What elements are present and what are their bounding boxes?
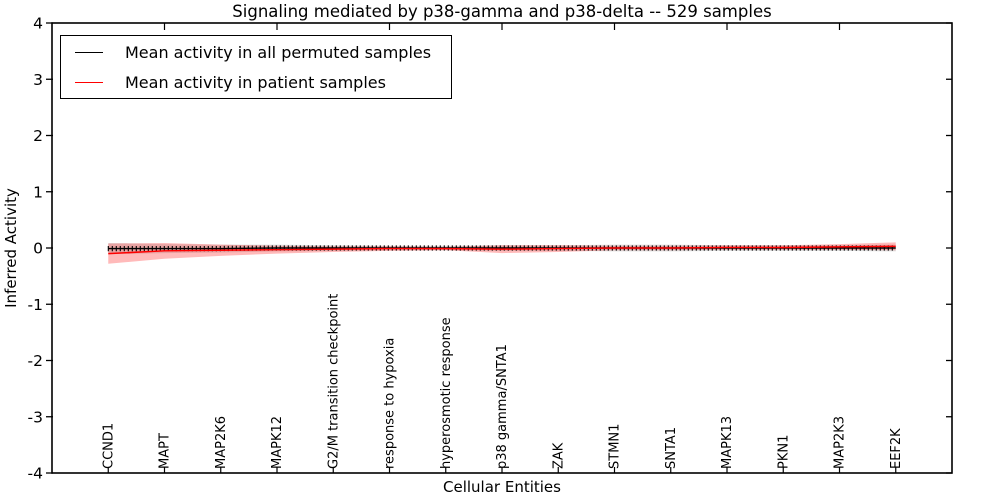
- x-entity-label: p38 gamma/SNTA1: [495, 344, 510, 469]
- patient-line-swatch-icon: [75, 81, 103, 83]
- y-tick-label: -4: [28, 465, 43, 483]
- x-axis-label: Cellular Entities: [443, 478, 561, 496]
- x-entity-label: CCND1: [101, 423, 116, 469]
- y-tick-label: 0: [33, 240, 43, 258]
- x-entity-label: SNTA1: [664, 427, 679, 469]
- x-entity-label: G2/M transition checkpoint: [326, 294, 341, 469]
- x-entity-label: STMN1: [608, 424, 623, 469]
- x-entity-label: MAPT: [158, 433, 173, 469]
- legend-label-patient: Mean activity in patient samples: [125, 72, 386, 92]
- patient-line: [108, 245, 896, 255]
- x-entity-label: MAP2K3: [833, 416, 848, 469]
- y-tick-label: -1: [28, 296, 43, 314]
- x-entity-label: MAPK13: [720, 416, 735, 469]
- y-tick-label: 4: [33, 15, 43, 33]
- legend-label-permuted: Mean activity in all permuted samples: [125, 42, 432, 62]
- x-entity-label: response to hypoxia: [383, 338, 398, 469]
- legend-entry-permuted: Mean activity in all permuted samples: [61, 39, 451, 65]
- x-entity-label: EEF2K: [889, 428, 904, 469]
- x-entity-label: MAPK12: [270, 416, 285, 469]
- permuted-line-swatch-icon: [75, 51, 103, 53]
- legend-entry-patient: Mean activity in patient samples: [61, 69, 451, 95]
- chart-title: Signaling mediated by p38-gamma and p38-…: [232, 2, 772, 21]
- y-tick-label: -2: [28, 352, 43, 370]
- legend: Mean activity in all permuted samples Me…: [60, 35, 452, 99]
- y-tick-label: 1: [33, 183, 43, 201]
- y-tick-label: 2: [33, 127, 43, 145]
- y-tick-label: -3: [28, 408, 43, 426]
- x-entity-label: PKN1: [776, 435, 791, 469]
- x-entity-label: hyperosmotic response: [439, 317, 454, 469]
- x-entity-label: ZAK: [551, 442, 566, 469]
- x-entity-label: MAP2K6: [214, 416, 229, 469]
- y-tick-label: 3: [33, 71, 43, 89]
- y-axis-label: Inferred Activity: [2, 188, 20, 308]
- patient-band: [108, 242, 896, 264]
